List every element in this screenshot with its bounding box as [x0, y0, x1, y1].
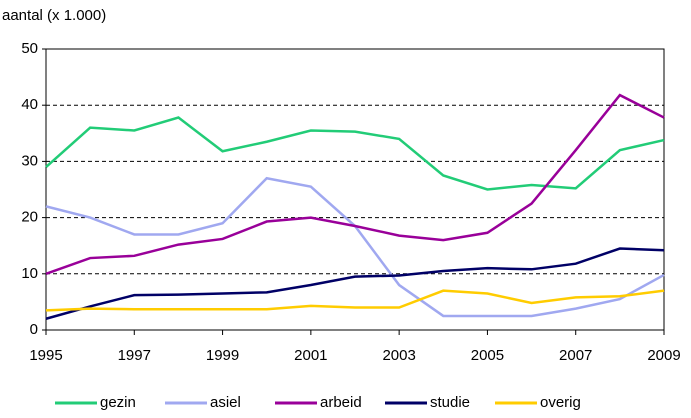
series-line: [45, 289, 665, 312]
plot-frame: [45, 48, 665, 331]
series-line: [45, 247, 665, 320]
x-tick-label: 1997: [118, 347, 151, 364]
legend-label: overig: [540, 394, 581, 411]
x-tick-label: 2001: [294, 347, 327, 364]
x-tick-label: 2005: [471, 347, 504, 364]
y-axis-label: aantal (x 1.000): [2, 7, 106, 24]
y-tick-label: 20: [21, 209, 38, 226]
y-tick-label: 0: [30, 321, 38, 338]
x-tick-label: 2007: [559, 347, 592, 364]
y-tick-label: 50: [21, 40, 38, 57]
y-tick-label: 10: [21, 265, 38, 282]
x-tick-label: 1995: [29, 347, 62, 364]
series-line: [45, 93, 665, 275]
series-line: [45, 116, 665, 191]
legend-label: asiel: [210, 394, 241, 411]
legend-label: gezin: [100, 394, 136, 411]
legend-label: studie: [430, 394, 470, 411]
x-tick-label: 2009: [647, 347, 680, 364]
x-tick-label: 1999: [206, 347, 239, 364]
y-tick-label: 30: [21, 152, 38, 169]
x-tick-label: 2003: [382, 347, 415, 364]
y-tick-label: 40: [21, 96, 38, 113]
legend-label: arbeid: [320, 394, 362, 411]
